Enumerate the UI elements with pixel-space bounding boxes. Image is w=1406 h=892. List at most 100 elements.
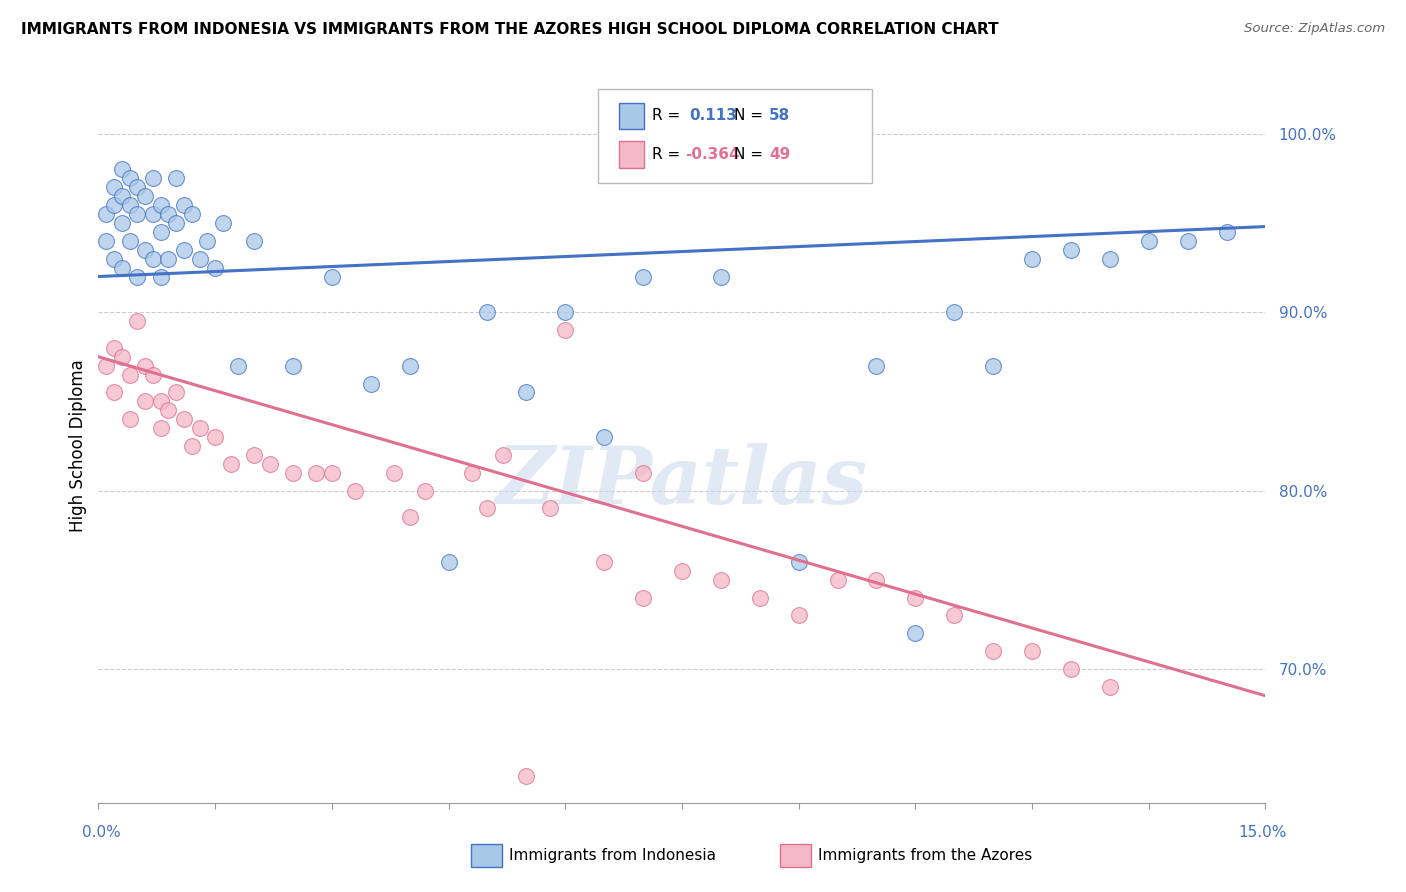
Point: [1060, 243, 1083, 257]
Point: [165, 385, 187, 400]
Point: [173, 412, 195, 426]
Point: [228, 359, 250, 373]
Point: [631, 269, 654, 284]
Point: [180, 439, 202, 453]
Point: [904, 626, 927, 640]
Point: [111, 162, 134, 177]
Point: [593, 555, 616, 569]
Point: [149, 269, 172, 284]
Point: [118, 198, 141, 212]
Text: Immigrants from Indonesia: Immigrants from Indonesia: [509, 848, 716, 863]
Point: [243, 448, 266, 462]
Point: [1098, 252, 1121, 266]
Point: [243, 234, 266, 248]
Text: 0.113: 0.113: [689, 109, 737, 123]
Point: [865, 359, 887, 373]
Point: [118, 171, 141, 186]
Point: [142, 207, 165, 221]
Text: 58: 58: [769, 109, 790, 123]
Point: [149, 198, 172, 212]
Point: [103, 385, 125, 400]
Text: 49: 49: [769, 147, 790, 161]
Point: [477, 501, 499, 516]
Text: Immigrants from the Azores: Immigrants from the Azores: [818, 848, 1032, 863]
Point: [204, 260, 226, 275]
Point: [461, 466, 484, 480]
Point: [149, 394, 172, 409]
Point: [157, 207, 180, 221]
Point: [1098, 680, 1121, 694]
Point: [1215, 225, 1237, 239]
Point: [492, 448, 515, 462]
Point: [212, 216, 235, 230]
Point: [398, 359, 420, 373]
Point: [204, 430, 226, 444]
Point: [554, 323, 576, 337]
Point: [149, 225, 172, 239]
Text: N =: N =: [734, 147, 768, 161]
Point: [259, 457, 281, 471]
Point: [321, 466, 343, 480]
Point: [477, 305, 499, 319]
Point: [96, 234, 118, 248]
Point: [1060, 662, 1083, 676]
Point: [103, 180, 125, 194]
Text: ZIPatlas: ZIPatlas: [496, 443, 868, 520]
Point: [515, 385, 537, 400]
Point: [787, 608, 810, 623]
Point: [281, 466, 304, 480]
Point: [134, 243, 156, 257]
Point: [748, 591, 770, 605]
Point: [111, 216, 134, 230]
Point: [165, 216, 187, 230]
Point: [593, 430, 616, 444]
Text: R =: R =: [652, 147, 686, 161]
Point: [787, 555, 810, 569]
Point: [981, 644, 1004, 658]
Point: [127, 314, 149, 328]
Point: [111, 260, 134, 275]
Point: [134, 189, 156, 203]
Point: [981, 359, 1004, 373]
Point: [118, 234, 141, 248]
Point: [173, 243, 195, 257]
Text: 0.0%: 0.0%: [82, 825, 121, 840]
Point: [1177, 234, 1199, 248]
Point: [538, 501, 561, 516]
Point: [96, 359, 118, 373]
Point: [142, 252, 165, 266]
Point: [321, 269, 343, 284]
Y-axis label: High School Diploma: High School Diploma: [69, 359, 87, 533]
Point: [219, 457, 242, 471]
Point: [360, 376, 382, 391]
Text: R =: R =: [652, 109, 686, 123]
Point: [631, 591, 654, 605]
Point: [1021, 644, 1043, 658]
Point: [118, 412, 141, 426]
Point: [180, 207, 202, 221]
Point: [305, 466, 328, 480]
Point: [188, 252, 211, 266]
Point: [96, 207, 118, 221]
Point: [127, 207, 149, 221]
Point: [865, 573, 887, 587]
Point: [344, 483, 367, 498]
Point: [149, 421, 172, 435]
Point: [157, 252, 180, 266]
Point: [103, 252, 125, 266]
Point: [1137, 234, 1160, 248]
Point: [142, 171, 165, 186]
Point: [195, 234, 218, 248]
Point: [173, 198, 195, 212]
Point: [943, 305, 966, 319]
Text: -0.364: -0.364: [685, 147, 740, 161]
Point: [413, 483, 436, 498]
Point: [127, 180, 149, 194]
Point: [943, 608, 966, 623]
Point: [118, 368, 141, 382]
Point: [515, 769, 537, 783]
Point: [281, 359, 304, 373]
Point: [103, 198, 125, 212]
Text: Source: ZipAtlas.com: Source: ZipAtlas.com: [1244, 22, 1385, 36]
Point: [554, 305, 576, 319]
